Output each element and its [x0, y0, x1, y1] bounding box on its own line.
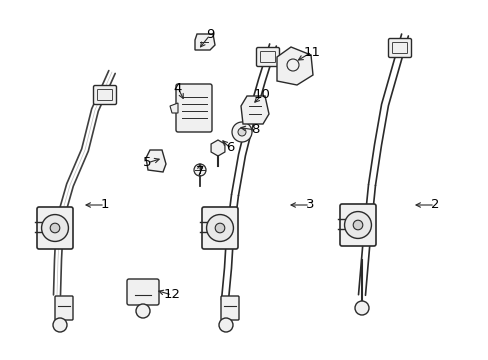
FancyBboxPatch shape [339, 204, 375, 246]
FancyBboxPatch shape [387, 39, 411, 58]
Text: 4: 4 [173, 81, 182, 94]
Circle shape [53, 318, 67, 332]
FancyBboxPatch shape [256, 48, 279, 67]
Circle shape [41, 215, 68, 242]
Text: 3: 3 [305, 198, 314, 211]
Circle shape [219, 318, 232, 332]
Text: 11: 11 [303, 45, 320, 58]
Text: 10: 10 [253, 89, 270, 102]
Text: 5: 5 [142, 157, 151, 170]
Circle shape [136, 304, 150, 318]
FancyBboxPatch shape [37, 207, 73, 249]
Polygon shape [170, 103, 178, 113]
Text: 2: 2 [430, 198, 438, 211]
Polygon shape [241, 96, 268, 124]
Polygon shape [276, 47, 312, 85]
FancyBboxPatch shape [55, 296, 73, 320]
Text: 12: 12 [163, 288, 180, 301]
FancyBboxPatch shape [202, 207, 238, 249]
Text: 9: 9 [205, 28, 214, 41]
FancyBboxPatch shape [221, 296, 239, 320]
Text: 6: 6 [225, 141, 234, 154]
Circle shape [206, 215, 233, 242]
Circle shape [194, 164, 205, 176]
Circle shape [344, 212, 371, 238]
Circle shape [354, 301, 368, 315]
Text: 7: 7 [195, 166, 204, 179]
FancyBboxPatch shape [176, 84, 212, 132]
Circle shape [215, 223, 224, 233]
Text: 1: 1 [101, 198, 109, 211]
FancyBboxPatch shape [93, 85, 116, 104]
Circle shape [50, 223, 60, 233]
Circle shape [231, 122, 251, 142]
Polygon shape [146, 150, 165, 172]
FancyBboxPatch shape [127, 279, 159, 305]
Circle shape [238, 128, 245, 136]
Polygon shape [195, 34, 215, 50]
Text: 8: 8 [250, 123, 259, 136]
Circle shape [352, 220, 362, 230]
Polygon shape [211, 140, 224, 156]
